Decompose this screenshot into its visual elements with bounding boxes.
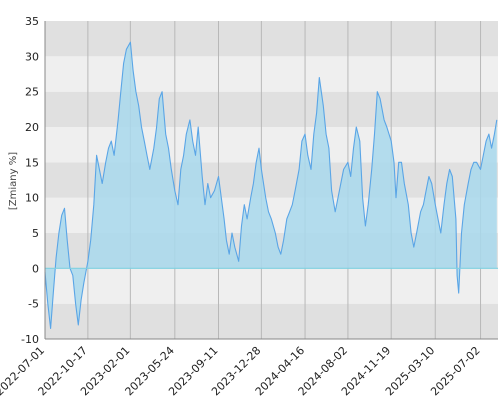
background-band [45, 56, 498, 92]
y-tick-label: -5 [28, 298, 39, 311]
background-band [45, 91, 498, 127]
x-tick-label: 2025-07-02 [428, 344, 482, 398]
series-area-layer [44, 41, 498, 329]
background-band [45, 268, 498, 304]
y-axis-label: [Zmiany %] [8, 152, 19, 210]
series-line [44, 41, 498, 329]
y-tick-label: 30 [25, 50, 39, 63]
y-tick-label: -10 [21, 333, 39, 346]
y-tick-label: 10 [25, 192, 39, 205]
y-tick-label: 15 [25, 156, 39, 169]
y-tick-label: 25 [25, 86, 39, 99]
y-tick-label: 20 [25, 121, 39, 134]
background-band [45, 21, 498, 57]
y-tick-label: 5 [32, 227, 39, 240]
background-band [45, 303, 498, 339]
y-tick-label: 35 [25, 15, 39, 28]
y-tick-label: 0 [32, 262, 39, 275]
